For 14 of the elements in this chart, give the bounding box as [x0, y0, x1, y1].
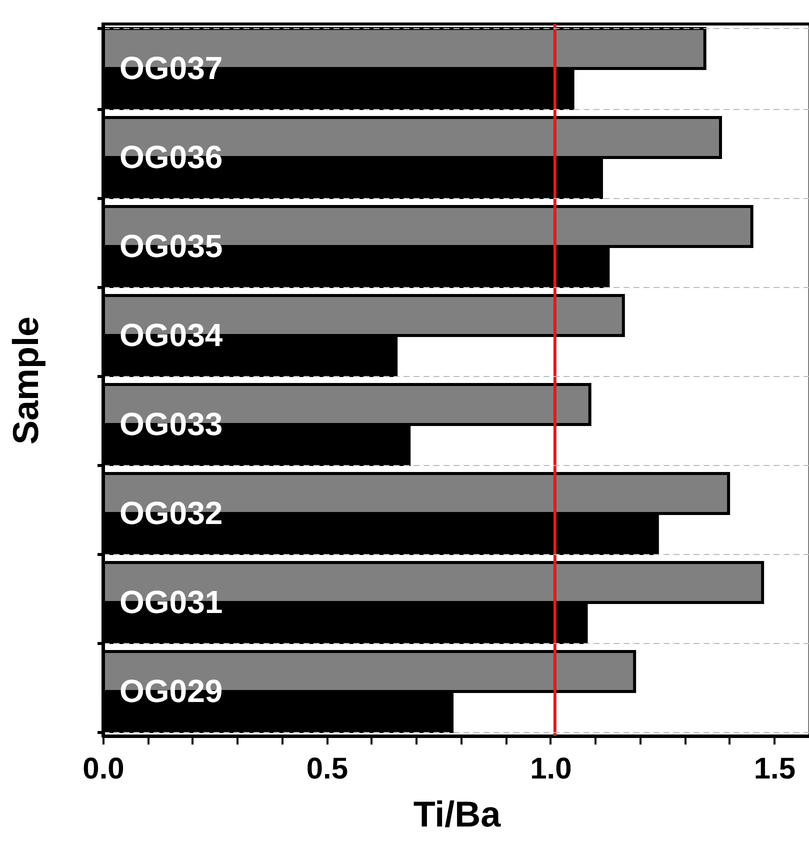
y-tick-label: OG035 — [120, 228, 223, 264]
y-axis-title: Sample — [5, 316, 46, 445]
y-tick-label: OG036 — [120, 139, 223, 175]
x-tick-label: 0.0 — [82, 752, 124, 786]
x-tick-label: 1.5 — [754, 752, 796, 786]
x-tick-label: 0.5 — [306, 752, 348, 786]
x-axis-title: Ti/Ba — [413, 794, 502, 834]
y-tick-label: OG031 — [120, 584, 223, 620]
y-tick-label: OG032 — [120, 495, 223, 531]
y-tick-label: OG037 — [120, 50, 223, 86]
x-tick-label: 1.0 — [530, 752, 572, 786]
y-tick-label: OG033 — [120, 406, 223, 442]
y-tick-label: OG029 — [120, 673, 223, 709]
y-tick-label: OG034 — [120, 317, 223, 353]
